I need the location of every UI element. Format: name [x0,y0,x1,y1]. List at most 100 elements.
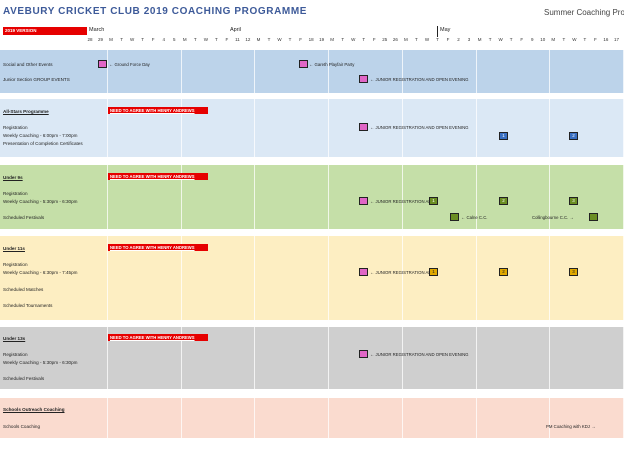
week-divider [622,327,624,389]
week-divider [107,398,108,438]
week-divider [549,327,551,389]
section-all-stars: All-Stars Programme Registration Weekly … [0,99,624,157]
event-label: ← JUNIOR REGISTRATION AND OPEN EVENING [370,352,469,357]
event-label: ← Ground Force Day [109,62,150,67]
row-label-weekly-coaching: Weekly Coaching - 5:30pm - 6:30pm [3,199,78,204]
page-title: AVEBURY CRICKET CLUB 2019 COACHING PROGR… [3,6,308,17]
day-label: M [477,37,482,42]
section-schools-outreach: Schools Outreach Coaching Schools Coachi… [0,398,624,438]
event-label: ← Gareth Playfair Party [309,62,355,67]
day-label: T [267,37,271,42]
section-under-11s: Under 11s Registration Weekly Coaching -… [0,236,624,320]
week-divider [180,398,182,438]
week-divider [328,50,330,93]
week-divider [328,398,330,438]
day-label: W [498,37,503,42]
day-label: 5 [172,37,176,42]
day-label: 11 [235,37,240,42]
row-label-registration: Registration [3,262,28,267]
week-grid [87,398,624,438]
day-label: T [362,37,366,42]
agreement-bar: NEED TO AGREE WITH HENRY ANDREWS [108,173,208,180]
week-divider [475,165,477,229]
week-divider [475,327,477,389]
event-marker [299,60,308,68]
week-marker: 2 [499,197,508,205]
week-divider [475,50,477,93]
week-divider [254,50,256,93]
week-divider [475,236,477,320]
month-may: May [440,27,451,33]
week-divider [622,99,624,157]
week-divider [622,50,624,93]
row-label-certificates: Presentation of Completion Certificates [3,141,83,146]
week-grid [87,327,624,389]
day-label: 10 [540,37,546,42]
event-label: Collingbourne C.C. → [532,215,574,220]
day-label: W [572,37,577,42]
day-label: T [288,37,292,42]
day-label: T [141,37,145,42]
row-label-festivals: Scheduled Festivals [3,376,45,381]
day-label: 26 [392,37,398,42]
agreement-bar: NEED TO AGREE WITH HENRY ANDREWS [108,334,208,341]
day-label: 29 [98,37,104,42]
event-marker [359,350,368,358]
week-grid [87,99,624,157]
week-divider [401,165,403,229]
day-label: W [351,37,356,42]
week-divider [401,398,403,438]
week-divider [549,236,551,320]
event-label: ← JUNIOR REGISTRATION AND [370,270,435,275]
event-marker [359,75,368,83]
day-label: T [562,37,566,42]
week-divider [107,236,108,320]
week-divider [549,99,551,157]
page-subtitle: Summer Coaching Progra [544,8,624,17]
week-divider [254,398,256,438]
day-label: T [120,37,123,42]
week-divider [401,99,403,157]
week-divider [549,398,551,438]
week-divider [180,327,182,389]
row-label-weekly-coaching: Weekly Coaching - 5:30pm - 6:30pm [3,360,78,365]
row-label-weekly-coaching: Weekly Coaching - 6:00pm - 7:00pm [3,133,78,138]
row-label-under-13s: Under 13s [3,336,26,341]
week-divider [107,165,108,229]
day-label: 4 [162,37,165,42]
row-label-tournaments: Scheduled Tournaments [3,303,53,308]
row-label-matches: Scheduled Matches [3,287,44,292]
day-label: 28 [87,37,93,42]
day-label: F [520,37,524,42]
day-label: T [341,37,345,42]
week-divider [180,50,182,93]
day-label: F [372,37,376,42]
row-label-under-11s: Under 11s [3,246,25,251]
month-divider [437,26,438,37]
week-divider [254,236,256,320]
day-label: F [225,37,229,42]
row-label-schools-outreach: Schools Outreach Coaching [3,407,65,412]
day-label: 18 [308,37,314,42]
week-divider [622,236,624,320]
week-divider [107,50,108,93]
day-label: 2 [457,37,460,42]
row-label-registration: Registration [3,191,28,196]
week-divider [107,327,108,389]
week-divider [328,99,330,157]
day-label: T [415,37,418,42]
day-label: 9 [530,37,534,42]
row-label-under-9s: Under 9s [3,175,23,180]
week-marker: 2 [569,132,578,140]
week-divider [254,99,256,157]
week-divider [401,50,403,93]
week-divider [180,99,182,157]
day-label: T [214,37,218,42]
day-header-row: 28 29 M T W T F 4 5 M T W T F 11 12 M T W T F 18 19 M T W T F 25 26 M T… [87,37,624,45]
day-label: F [299,37,302,42]
section-under-9s: Under 9s Registration Weekly Coaching - … [0,165,624,229]
event-label: ← Calne C.C. [461,215,488,220]
week-divider [401,327,403,389]
week-grid [87,50,624,93]
month-march: March [89,27,105,33]
